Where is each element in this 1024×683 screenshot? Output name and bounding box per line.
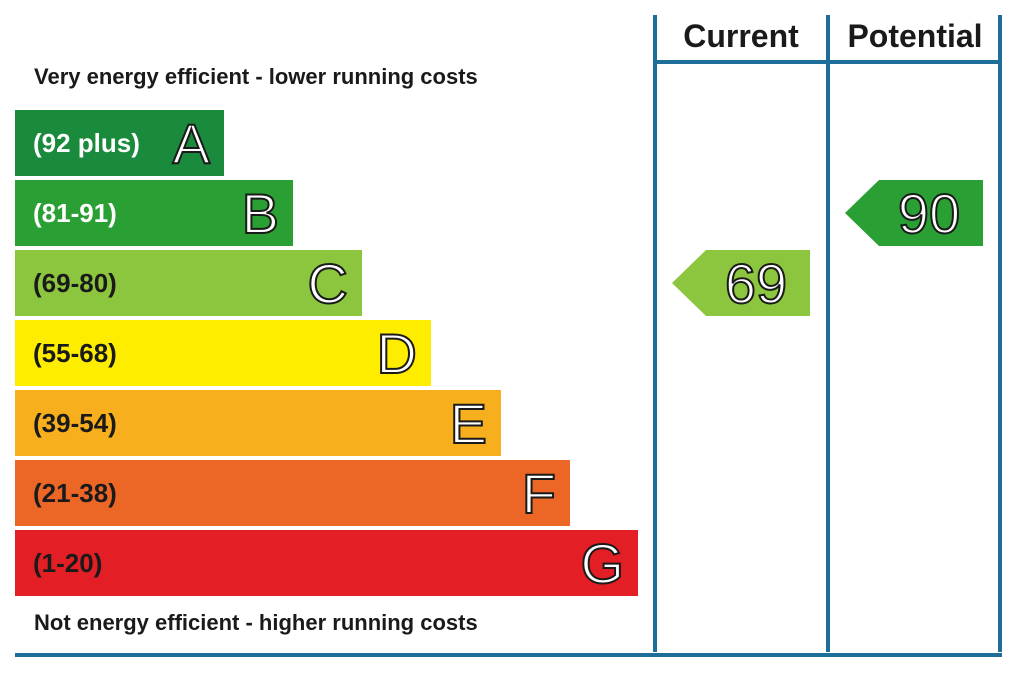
bottom-caption: Not energy efficient - higher running co… [34,610,478,635]
band-letter-d: D [377,322,417,385]
band-f: (21-38) F [15,460,570,526]
column-frame [15,15,1002,657]
rating-bands: (92 plus) A(81-91) B(69-80) C(55-68) D(39-54… [15,110,638,596]
band-e: (39-54) E [15,390,501,456]
band-a: (92 plus) A [15,110,224,176]
rating-value-current: 69 [725,252,787,315]
band-range-f: (21-38) [33,478,117,508]
band-b: (81-91) B [15,180,293,246]
top-caption: Very energy efficient - lower running co… [34,64,478,89]
band-range-a: (92 plus) [33,128,140,158]
current-column-header: Current [683,18,799,54]
band-c: (69-80) C [15,250,362,316]
band-letter-c: C [308,252,348,315]
rating-potential: 90 [845,180,983,246]
rating-current: 69 [672,250,810,316]
band-bar-e [15,390,501,456]
band-letter-a: A [173,112,211,175]
band-letter-f: F [522,462,556,525]
rating-arrows: 69 90 [672,180,983,316]
band-bar-f [15,460,570,526]
band-range-d: (55-68) [33,338,117,368]
potential-column-header: Potential [847,18,983,54]
band-range-e: (39-54) [33,408,117,438]
band-letter-e: E [450,392,487,455]
band-range-g: (1-20) [33,548,102,578]
band-bar-c [15,250,362,316]
band-d: (55-68) D [15,320,431,386]
band-letter-b: B [242,182,279,245]
band-bar-d [15,320,431,386]
band-letter-g: G [580,532,624,595]
band-range-b: (81-91) [33,198,117,228]
band-g: (1-20) G [15,530,638,596]
rating-arrow-current [672,250,810,316]
rating-arrow-potential [845,180,983,246]
band-bar-a [15,110,224,176]
rating-value-potential: 90 [898,182,960,245]
band-bar-g [15,530,638,596]
band-range-c: (69-80) [33,268,117,298]
band-bar-b [15,180,293,246]
